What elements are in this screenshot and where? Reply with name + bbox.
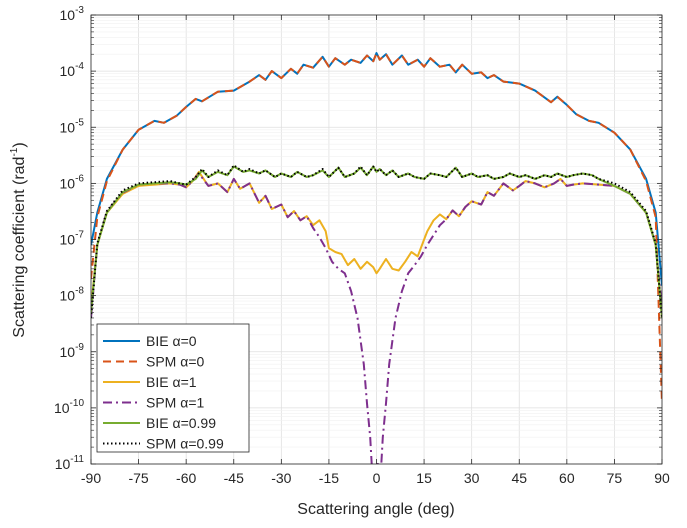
y-tick-label: 10-6	[60, 173, 85, 191]
legend-method: BIE	[146, 333, 172, 349]
y-tick-exponent: -11	[70, 454, 84, 465]
legend-alpha: α=0	[172, 333, 196, 349]
y-tick-label: 10-4	[60, 61, 85, 79]
axis-ticks	[90, 14, 663, 465]
legend-alpha: α=0.99	[180, 436, 224, 452]
y-tick-label: 10-9	[60, 342, 85, 360]
x-tick-label: 75	[607, 470, 623, 486]
x-tick-label: -30	[271, 470, 291, 486]
y-tick-exponent: -5	[75, 117, 84, 128]
y-tick-base: 10	[60, 175, 76, 191]
x-tick-labels: -90 -75 -60 -45 -30 -15 0 15 30 45 60 75 90	[81, 470, 670, 486]
x-tick-label: 60	[559, 470, 575, 486]
legend-alpha: α=1	[180, 395, 204, 411]
legend-method: SPM	[146, 395, 180, 411]
y-tick-label: 10-8	[60, 286, 85, 304]
y-tick-label: 10-3	[60, 5, 85, 23]
legend-method: SPM	[146, 436, 180, 452]
x-tick-label: 30	[464, 470, 480, 486]
y-tick-label: 10-11	[55, 454, 85, 472]
x-tick-label: 0	[373, 470, 381, 486]
y-axis-label: Scattering coefficient (rad-1)	[9, 142, 28, 337]
y-tick-base: 10	[60, 63, 76, 79]
legend-label: SPM α=0	[146, 354, 205, 370]
y-tick-exponent: -3	[75, 5, 84, 16]
y-tick-exponent: -4	[75, 61, 84, 72]
y-tick-exponent: -6	[75, 173, 84, 184]
y-tick-base: 10	[60, 119, 76, 135]
legend-method: BIE	[146, 415, 172, 431]
legend-method: BIE	[146, 374, 172, 390]
legend-box	[96, 323, 250, 453]
y-tick-label: 10-10	[54, 398, 84, 416]
legend-alpha: α=0	[180, 354, 204, 370]
y-tick-base: 10	[60, 344, 76, 360]
y-tick-base: 10	[55, 456, 71, 472]
x-axis-label: Scattering angle (deg)	[297, 501, 454, 518]
legend-method: SPM	[146, 354, 180, 370]
y-tick-label: 10-7	[60, 230, 85, 248]
legend-label: BIE α=0.99	[146, 415, 216, 431]
y-tick-exponent: -8	[75, 286, 84, 297]
y-tick-label: 10-5	[60, 117, 85, 135]
y-tick-exponent: -7	[75, 230, 84, 241]
series-line-4	[91, 172, 662, 464]
legend-label: SPM α=1	[146, 395, 205, 411]
series-line-6	[91, 164, 662, 319]
x-tick-label: 15	[416, 470, 432, 486]
x-tick-label: -90	[81, 470, 101, 486]
legend-label: SPM α=0.99	[146, 436, 224, 452]
x-tick-label: -45	[224, 470, 244, 486]
series-line-2	[91, 52, 662, 404]
x-tick-label: 45	[511, 470, 527, 486]
legend-alpha: α=0.99	[172, 415, 216, 431]
x-tick-label: -60	[176, 470, 196, 486]
x-tick-label: 90	[654, 470, 670, 486]
legend-label: BIE α=0	[146, 333, 197, 349]
legend-alpha: α=1	[172, 374, 196, 390]
series-lines	[91, 52, 662, 464]
y-tick-base: 10	[60, 7, 76, 23]
y-tick-base: 10	[60, 232, 76, 248]
y-tick-exponent: -10	[70, 398, 85, 409]
legend-label: BIE α=1	[146, 374, 197, 390]
x-tick-label: -75	[128, 470, 148, 486]
y-axis-label-superscript: -1	[9, 147, 20, 156]
y-tick-base: 10	[60, 288, 76, 304]
y-axis-label-close: )	[11, 142, 28, 147]
y-axis-label-text: Scattering coefficient (rad	[11, 157, 28, 338]
x-tick-label: -15	[319, 470, 339, 486]
y-tick-exponent: -9	[75, 342, 84, 353]
y-tick-base: 10	[54, 400, 70, 416]
